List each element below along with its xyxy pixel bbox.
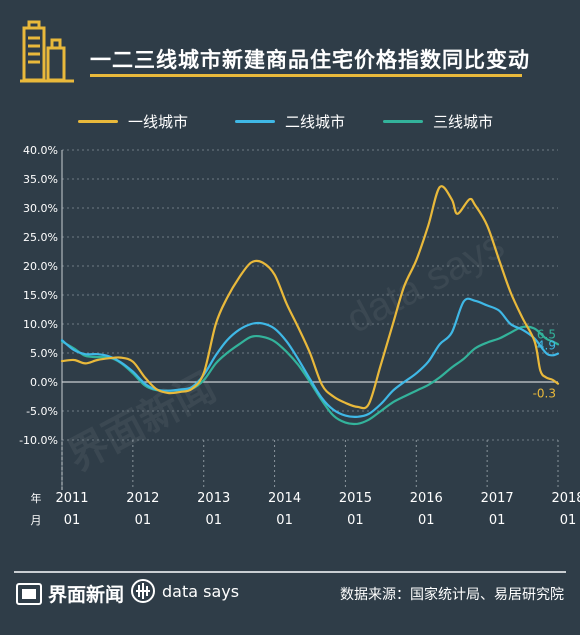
x-tick-year: 2016 xyxy=(410,491,443,506)
x-tick-year: 2012 xyxy=(126,491,159,506)
y-tick-label: 20.0% xyxy=(23,260,58,273)
datasays-text: data says xyxy=(162,581,240,601)
footer-divider xyxy=(14,571,566,573)
series-lines xyxy=(60,185,560,426)
line-chart: -10.0% -5.0% 0.0% 5.0% 10.0% 15.0% 20.0% 25.0% 3… xyxy=(19,144,580,528)
y-tick-label: -10.0% xyxy=(19,434,58,447)
title-underline xyxy=(90,74,522,77)
x-tick-year: 2017 xyxy=(481,491,514,506)
x-tick-month: 01 xyxy=(347,513,364,528)
x-axis-month-prefix: 月 xyxy=(31,514,42,527)
end-label-series-3: 6.5 xyxy=(537,327,556,341)
y-tick-label: 30.0% xyxy=(23,202,58,215)
legend-item-tier2: 二线城市 xyxy=(235,108,345,134)
buildings-icon xyxy=(20,20,74,83)
x-tick-month: 01 xyxy=(205,513,222,528)
legend-swatch-tier2 xyxy=(235,119,275,123)
x-tick-month: 01 xyxy=(418,513,435,528)
brand-name: 界面新闻 xyxy=(48,584,125,606)
footer: 界面新闻 data says 数据来源：国家统计局、易居研究院 xyxy=(0,560,580,635)
y-axis-ticks: -10.0% -5.0% 0.0% 5.0% 10.0% 15.0% 20.0% 25.0% 3… xyxy=(19,144,58,447)
header: 一二三线城市新建商品住宅价格指数同比变动 xyxy=(0,0,580,100)
legend-label-tier3: 三线城市 xyxy=(433,112,494,131)
y-tick-label: -5.0% xyxy=(26,405,58,418)
brand-logo: 界面新闻 xyxy=(16,580,124,607)
x-tick-month: 01 xyxy=(135,513,152,528)
legend-swatch-tier1 xyxy=(78,119,118,123)
series-line-3 xyxy=(60,325,560,426)
chart-title: 一二三线城市新建商品住宅价格指数同比变动 xyxy=(90,48,530,72)
data-source: 数据来源：国家统计局、易居研究院 xyxy=(340,587,564,603)
legend-label-tier1: 一线城市 xyxy=(128,112,189,131)
x-tick-year: 2015 xyxy=(339,491,372,506)
y-tick-label: 10.0% xyxy=(23,318,58,331)
legend-label-tier2: 二线城市 xyxy=(285,112,346,131)
y-tick-label: 35.0% xyxy=(23,173,58,186)
x-tick-year: 2013 xyxy=(197,491,230,506)
x-tick-year: 2011 xyxy=(55,491,88,506)
datasays-logo: data says xyxy=(130,578,239,604)
x-tick-year: 2014 xyxy=(268,491,301,506)
series-line-2 xyxy=(60,297,560,419)
jiemian-logo-icon xyxy=(16,582,42,605)
grid xyxy=(62,149,558,441)
legend-swatch-tier3 xyxy=(383,119,423,123)
legend-item-tier3: 三线城市 xyxy=(383,108,493,134)
x-tick-month: 01 xyxy=(276,513,293,528)
end-label-series-2: 4.9 xyxy=(537,339,556,353)
datasays-icon xyxy=(131,579,155,603)
y-tick-label: 0.0% xyxy=(30,376,58,389)
x-tick-month: 01 xyxy=(64,513,81,528)
x-axis-year-prefix: 年 xyxy=(31,491,42,505)
legend-item-tier1: 一线城市 xyxy=(78,108,188,134)
y-tick-label: 40.0% xyxy=(23,144,58,157)
x-tick-month: 01 xyxy=(489,513,506,528)
y-tick-label: 25.0% xyxy=(23,231,58,244)
x-tick-year: 2018 xyxy=(551,491,580,506)
legend: 一线城市 二线城市 三线城市 xyxy=(0,108,580,134)
x-tick-month: 01 xyxy=(560,513,577,528)
x-axis-ticks: 年月 2011 01 2012 01 2013 01 2014 01 2015 01 2016 01 20… xyxy=(31,150,580,528)
series-line-1 xyxy=(60,185,560,410)
y-tick-label: 15.0% xyxy=(23,289,58,302)
y-tick-label: 5.0% xyxy=(30,347,58,360)
end-labels: 6.54.9 -0.3 xyxy=(533,327,556,400)
end-label-series-1: -0.3 xyxy=(533,387,556,401)
